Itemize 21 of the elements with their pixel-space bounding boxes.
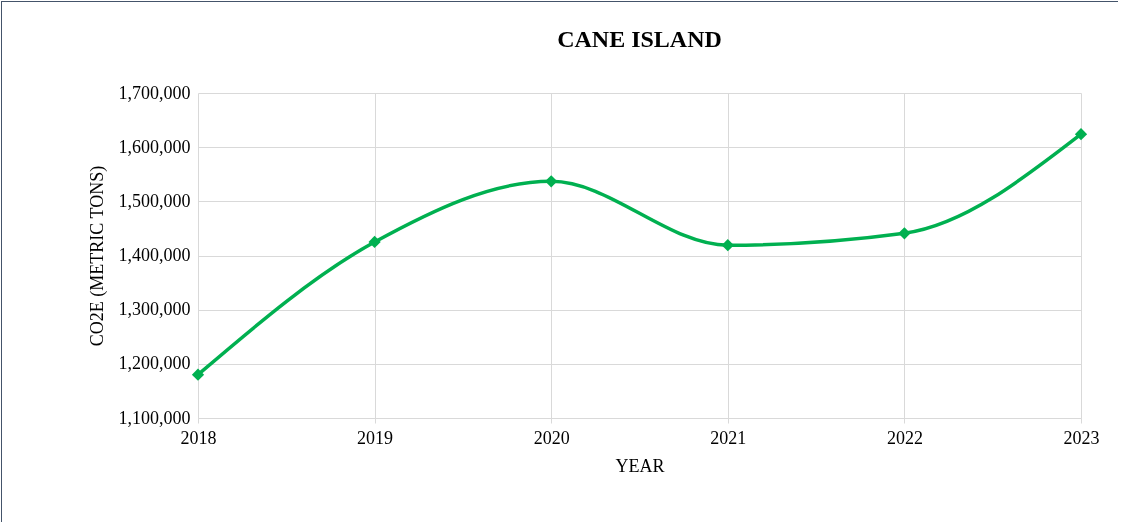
point — [721, 239, 734, 252]
y-tick-label: 1,700,000 — [118, 82, 191, 103]
x-tick-label: 2021 — [710, 427, 747, 448]
point — [898, 227, 911, 240]
y-tick-label: 1,500,000 — [118, 190, 191, 211]
x-tick-label: 2022 — [886, 427, 923, 448]
x-tick-label: 2023 — [1063, 427, 1100, 448]
y-tick-label: 1,300,000 — [118, 299, 191, 320]
y-tick-label: 1,600,000 — [118, 136, 191, 157]
y-tick-label: 1,200,000 — [118, 353, 191, 374]
point — [1074, 128, 1088, 141]
y-axis-title: CO2E (METRIC TONS) — [86, 165, 108, 347]
y-tick-label: 1,100,000 — [118, 407, 191, 428]
point — [368, 235, 381, 249]
x-axis-title: YEAR — [615, 455, 665, 476]
x-tick-label: 2020 — [533, 427, 570, 448]
chart-title: CANE ISLAND — [557, 26, 722, 52]
x-tick-label: 2018 — [180, 427, 217, 448]
x-tick-label: 2019 — [357, 427, 394, 448]
point — [191, 368, 205, 381]
y-tick-label: 1,400,000 — [118, 245, 191, 265]
